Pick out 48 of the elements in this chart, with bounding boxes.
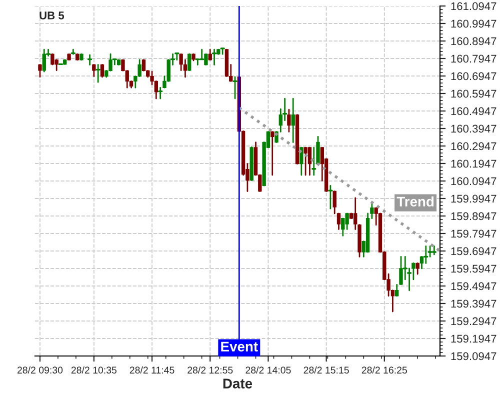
y-tick-label: 159.6947 [451,247,496,256]
y-tick-label: 159.1947 [451,334,496,343]
candlestick [304,146,308,176]
candlestick [287,108,291,132]
candlestick [232,76,238,100]
y-tick-label: 159.8947 [451,212,496,220]
candlestick [345,212,349,230]
y-tick-label: 159.3947 [451,300,496,308]
candlestick [100,64,104,78]
y-tick-label: 159.2947 [451,317,496,326]
y-tick-label: 160.9947 [451,20,496,28]
candlestick [328,184,333,210]
y-tick-label: 160.0947 [451,177,496,186]
x-tick-label: 28/2 16:25 [362,366,407,374]
candlestick [220,48,225,55]
y-tick-label: 160.1947 [451,160,496,168]
x-tick-label: 28/2 10:35 [71,366,116,374]
y-tick-label: 159.0947 [451,352,496,360]
candlestick [92,64,96,77]
x-tick-label: 28/2 09:30 [17,366,63,374]
x-axis-title: Date [223,378,252,388]
y-tick-label: 160.6947 [451,72,496,80]
y-tick-label: 160.4947 [451,107,496,116]
candlestick [96,64,100,83]
ref-line-label: Event [221,342,258,352]
y-tick-label: 160.3947 [451,124,496,133]
x-tick-label: 28/2 15:15 [304,366,349,374]
chart-title: UB 5 [40,12,64,20]
candlestick [291,98,295,143]
y-tick-label: 160.5947 [451,90,496,98]
y-tick-label: 159.9947 [451,194,496,203]
series-label: Trend [396,196,434,207]
x-tick-label: 28/2 11:45 [130,366,174,374]
y-tick-label: 160.8947 [451,37,496,46]
candlestick [308,146,312,176]
candlestick [270,131,274,176]
x-tick-label: 28/2 14:05 [246,366,291,374]
y-tick-label: 159.5947 [451,264,496,273]
y-tick-label: 160.2947 [451,142,496,150]
y-tick-label: 159.4947 [451,282,496,290]
candlestick [370,201,374,220]
y-tick-label: 160.7947 [451,54,496,63]
y-tick-label: 159.7947 [451,230,496,238]
candlestick [208,48,212,61]
candlestick [416,262,420,275]
candlestick [188,53,192,72]
y-tick-label: 161.0947 [451,2,496,10]
x-tick-label: 28/2 12:55 [188,366,233,374]
